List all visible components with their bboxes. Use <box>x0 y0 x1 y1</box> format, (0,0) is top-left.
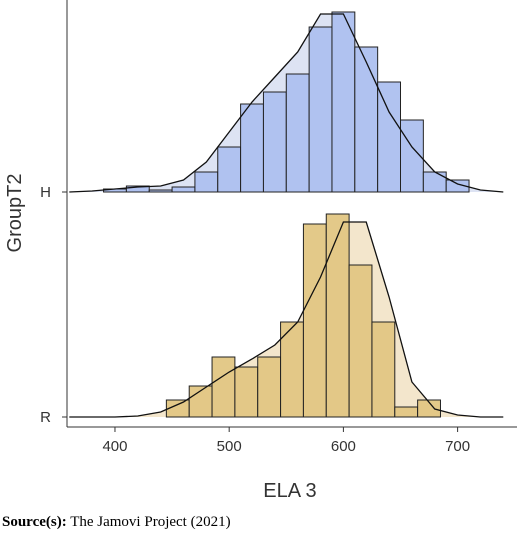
histogram-bar <box>262 91 287 193</box>
histogram-bar <box>285 73 310 193</box>
y-tick-label: H <box>40 184 51 201</box>
histogram-bar <box>234 366 259 418</box>
histogram-bar <box>331 11 356 193</box>
histogram-bar <box>257 356 282 418</box>
histogram-bar <box>394 406 419 418</box>
x-tick-label: 600 <box>331 438 356 455</box>
histogram-bar <box>371 321 396 418</box>
histogram-bar <box>240 103 264 193</box>
histogram-bar <box>445 179 470 193</box>
x-axis-label: ELA 3 <box>263 480 316 502</box>
histogram-bar <box>217 146 242 193</box>
histogram-bar <box>302 223 327 418</box>
source: Source(s): The Jamovi Project (2021) <box>2 514 231 530</box>
histogram-bar <box>417 399 441 418</box>
histogram-bar <box>125 185 150 193</box>
histogram-bar <box>422 171 447 193</box>
histogram-bar <box>348 264 373 418</box>
histogram-bar <box>148 189 173 193</box>
x-tick-label: 500 <box>217 438 242 455</box>
histogram-bar <box>325 213 350 418</box>
histogram-bar <box>171 186 196 193</box>
histogram-bar <box>308 26 333 193</box>
histogram-bar <box>377 81 402 193</box>
source-label: Source(s): <box>2 514 67 530</box>
y-axis-label: GroupT2 <box>4 174 26 253</box>
source-text: The Jamovi Project (2021) <box>70 514 230 530</box>
density-line <box>69 221 504 418</box>
x-tick-label: 700 <box>445 438 470 455</box>
y-tick-label: R <box>40 409 51 426</box>
histogram-bar <box>211 356 236 418</box>
density-line <box>69 13 504 193</box>
histogram-bar <box>354 46 379 193</box>
histogram-bar <box>194 171 219 193</box>
x-tick-label: 400 <box>102 438 127 455</box>
